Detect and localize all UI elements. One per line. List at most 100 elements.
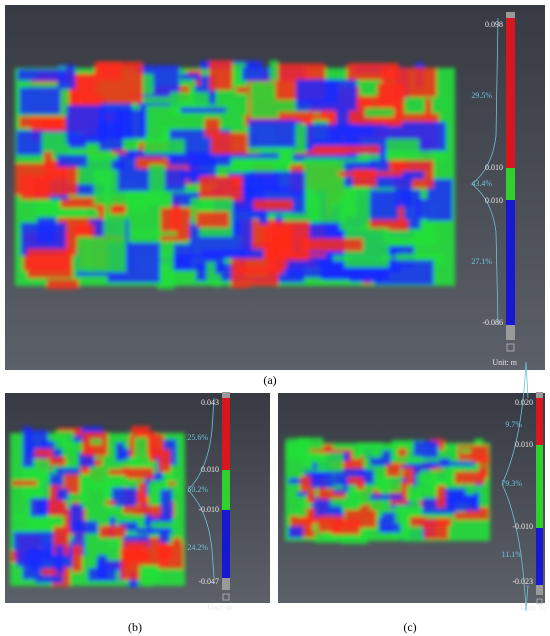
bar-red (506, 18, 515, 168)
cloud-patch (120, 448, 131, 460)
scale-label: 0.010 (485, 163, 503, 172)
cloud-patch (34, 449, 53, 457)
cloud-patch (76, 236, 90, 272)
cloud-patch (180, 107, 227, 113)
cloud-patch (395, 253, 443, 265)
cloud-patch (180, 73, 200, 80)
cloud-patch (17, 69, 66, 81)
cloud-patch (173, 244, 192, 271)
cloud-patch (402, 516, 411, 535)
cloud-patch (54, 430, 74, 449)
bar-green (222, 470, 230, 510)
cloud-patch (78, 452, 95, 468)
cloud-patch (16, 550, 43, 567)
cloud-patch (396, 456, 422, 464)
cloud-patch (143, 565, 153, 587)
cloud-patch (30, 498, 47, 517)
cloud-patch (19, 87, 61, 115)
cloud-patch (352, 454, 361, 460)
cloud-patch (415, 198, 428, 220)
bar-green (536, 445, 543, 528)
scale-label: -0.010 (198, 505, 219, 514)
cloud-patch (41, 456, 66, 466)
cloud-patch (465, 482, 475, 495)
cloud-patch (41, 568, 66, 576)
cloud-patch (296, 492, 315, 497)
scale-label: 0.010 (515, 440, 533, 449)
cloud-patch (364, 107, 395, 118)
percent-label: 29.5% (471, 91, 492, 100)
cloud-patch (209, 60, 233, 91)
cloud-patch (134, 436, 148, 460)
cloud-patch (35, 573, 63, 584)
cloud-patch (158, 544, 184, 569)
cloud-patch (159, 449, 171, 473)
panel: 0.043 0.010 -0.010 -0.047 25.6% 50.2% 24.2% Uni… (5, 392, 270, 634)
cloud-patch (89, 465, 109, 490)
cloud-patch (88, 568, 116, 582)
scale-label: -0.086 (482, 318, 503, 327)
bar-top (506, 12, 515, 18)
cloud-patch (248, 119, 296, 148)
unit-label: Unit: m (207, 603, 232, 612)
cloud-patch (57, 154, 88, 167)
cloud-patch (338, 171, 403, 177)
point-cloud (285, 437, 490, 545)
cloud-patch (202, 249, 264, 259)
cloud-patch (196, 211, 230, 228)
percent-label: 24.2% (187, 543, 208, 552)
percent-label: 25.6% (187, 433, 208, 442)
cloud-patch (236, 86, 248, 93)
cloud-patch (365, 219, 409, 231)
cloud-patch (316, 452, 344, 472)
cloud-patch (347, 476, 364, 485)
cloud-patch (301, 501, 316, 508)
cloud-patch (172, 538, 182, 545)
cloud-patch (72, 545, 82, 572)
bar-blue (222, 510, 230, 578)
cloud-patch (474, 438, 484, 445)
cloud-patch (408, 516, 426, 529)
cloud-patch (99, 108, 124, 151)
cloud-patch (210, 132, 259, 155)
cloud-patch (115, 442, 125, 462)
percent-label: 9.7% (505, 420, 522, 429)
scale-label: 0.010 (485, 196, 503, 205)
unit-label: Unit: m (520, 603, 545, 612)
bar-red (536, 398, 543, 445)
cloud-patch (15, 514, 25, 522)
cloud-patch (27, 248, 73, 279)
cloud-patch (300, 238, 363, 252)
cloud-patch (105, 500, 116, 506)
cloud-patch (180, 170, 207, 180)
bar-blue (506, 200, 515, 325)
cloud-patch (136, 527, 155, 534)
point-cloud (15, 60, 455, 290)
cloud-patch (204, 118, 220, 138)
cloud-patch (159, 525, 170, 543)
cloud-patch (55, 545, 64, 574)
cloud-patch (22, 442, 34, 468)
cloud-patch (99, 525, 126, 538)
cloud-patch (96, 560, 120, 571)
cloud-patch (68, 135, 87, 149)
cloud-patch (381, 67, 437, 98)
cloud-patch (369, 498, 391, 513)
cloud-patch (416, 473, 438, 492)
scale-label: 0.020 (515, 398, 533, 407)
cloud-patch (424, 98, 432, 127)
unit-label: Unit: m (492, 358, 517, 367)
bar-gray (536, 585, 543, 595)
cloud-patch (272, 221, 310, 261)
cloud-patch (46, 279, 79, 290)
cloud-patch (313, 145, 380, 154)
scale-label: -0.047 (198, 577, 219, 586)
cloud-patch (253, 199, 293, 210)
cloud-patch (177, 154, 209, 159)
cloud-patch (160, 489, 173, 521)
cloud-patch (199, 176, 243, 201)
cloud-patch (310, 471, 334, 488)
cloud-patch (73, 529, 85, 541)
cloud-patch (171, 197, 181, 231)
cloud-patch (150, 521, 177, 529)
